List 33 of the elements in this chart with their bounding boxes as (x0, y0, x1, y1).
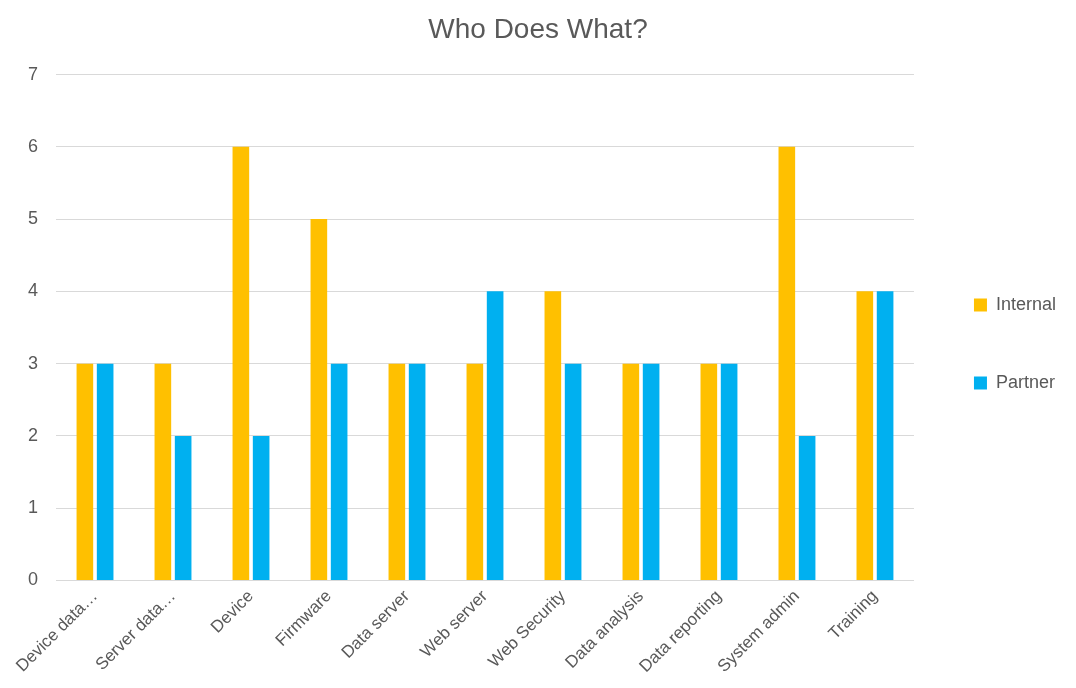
bar (486, 291, 504, 580)
bar (96, 363, 114, 580)
bar (232, 146, 250, 580)
bar (544, 291, 562, 580)
y-tick-label: 2 (28, 424, 39, 445)
y-tick-label: 1 (28, 497, 39, 518)
y-tick-label: 0 (28, 569, 39, 590)
bar (622, 363, 640, 580)
bar (252, 435, 270, 580)
bar (330, 363, 348, 580)
bar (76, 363, 94, 580)
y-tick-label: 6 (28, 135, 39, 156)
bar (876, 291, 894, 580)
bar (778, 146, 796, 580)
chart-title: Who Does What? (428, 12, 648, 44)
y-tick-label: 5 (28, 208, 39, 229)
bar (564, 363, 582, 580)
bar (310, 219, 328, 580)
y-tick-label: 7 (28, 63, 39, 84)
bar (642, 363, 660, 580)
bar (720, 363, 738, 580)
y-tick-label: 3 (28, 352, 39, 373)
bar (798, 435, 816, 580)
legend-label: Partner (995, 371, 1055, 392)
bar (466, 363, 484, 580)
bar (388, 363, 406, 580)
bar (856, 291, 874, 580)
y-tick-label: 4 (28, 280, 39, 301)
bar (174, 435, 192, 580)
legend-label: Internal (995, 293, 1057, 314)
bar (700, 363, 718, 580)
bar (408, 363, 426, 580)
bar (154, 363, 172, 580)
